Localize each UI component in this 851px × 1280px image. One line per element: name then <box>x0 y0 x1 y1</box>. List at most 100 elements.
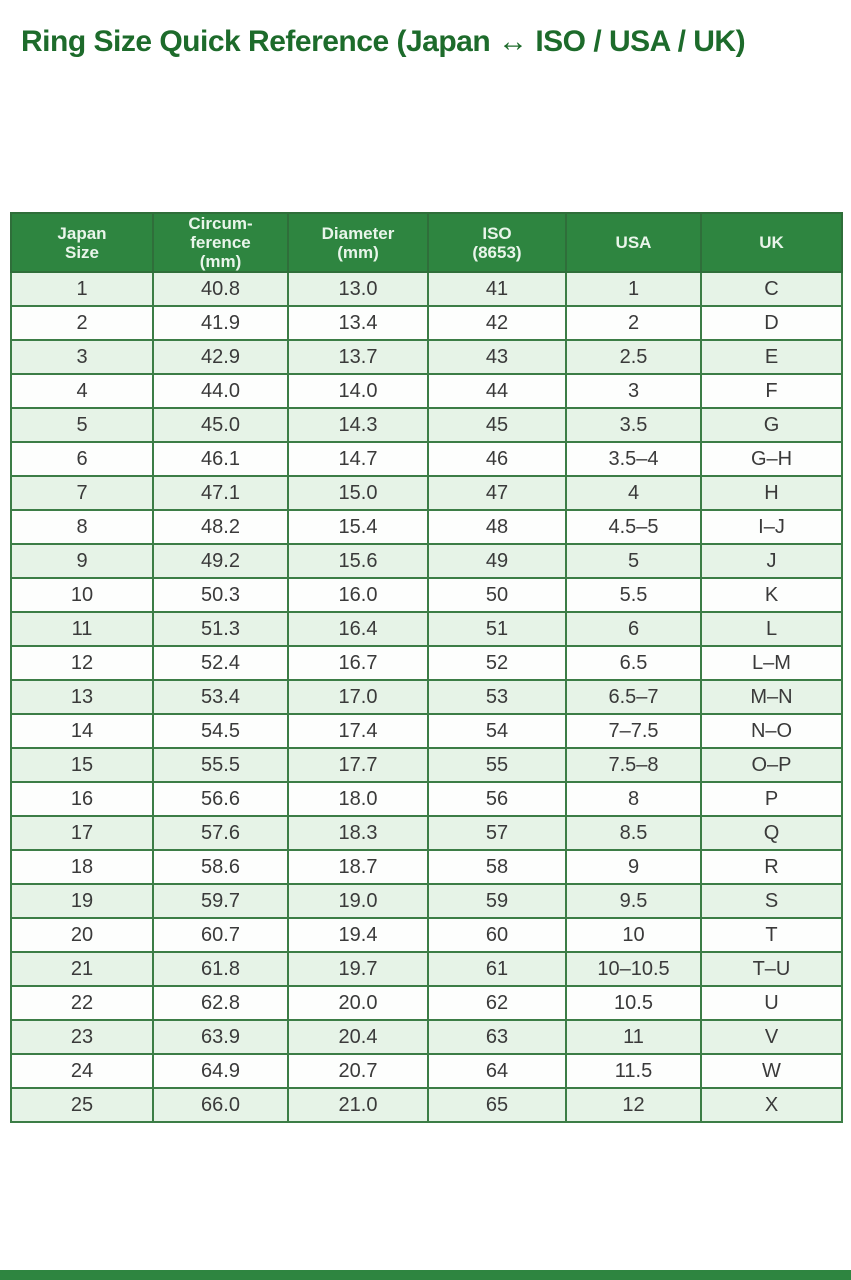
table-cell: 41.9 <box>152 305 289 342</box>
table-row: 12 52.4 16.7 52 6.5 L–M <box>10 645 843 682</box>
table-cell: O–P <box>700 747 843 784</box>
table-cell: 1 <box>565 271 702 308</box>
table-cell: N–O <box>700 713 843 750</box>
table-row: 19 59.7 19.0 59 9.5 S <box>10 883 843 920</box>
table-cell: 6.5 <box>565 645 702 682</box>
table-row: 22 62.8 20.0 62 10.5 U <box>10 985 843 1022</box>
table-cell: 13.4 <box>287 305 429 342</box>
table-cell: 22 <box>10 985 154 1022</box>
table-cell: 2 <box>565 305 702 342</box>
table-cell: 12 <box>10 645 154 682</box>
table-cell: 55.5 <box>152 747 289 784</box>
table-cell: Q <box>700 815 843 852</box>
column-header-usa: USA <box>565 211 702 274</box>
table-cell: 63 <box>427 1019 567 1056</box>
table-cell: 18 <box>10 849 154 886</box>
table-cell: 13.0 <box>287 271 429 308</box>
table-row: 15 55.5 17.7 55 7.5–8 O–P <box>10 747 843 784</box>
table-cell: 63.9 <box>152 1019 289 1056</box>
table-cell: 52.4 <box>152 645 289 682</box>
table-cell: 48.2 <box>152 509 289 546</box>
table-cell: 54.5 <box>152 713 289 750</box>
table-cell: 4 <box>565 475 702 512</box>
table-row: 7 47.1 15.0 47 4 H <box>10 475 843 512</box>
table-cell: 10 <box>10 577 154 614</box>
table-cell: 3 <box>565 373 702 410</box>
table-cell: 12 <box>565 1087 702 1124</box>
table-cell: 20.4 <box>287 1019 429 1056</box>
table-cell: 18.7 <box>287 849 429 886</box>
table-cell: 47 <box>427 475 567 512</box>
table-cell: 9 <box>10 543 154 580</box>
table-cell: L–M <box>700 645 843 682</box>
table-cell: 14 <box>10 713 154 750</box>
table-cell: 20.0 <box>287 985 429 1022</box>
table-cell: X <box>700 1087 843 1124</box>
table-cell: 15.6 <box>287 543 429 580</box>
table-cell: 49 <box>427 543 567 580</box>
table-cell: 19.4 <box>287 917 429 954</box>
table-cell: 2 <box>10 305 154 342</box>
table-cell: 5.5 <box>565 577 702 614</box>
table-cell: E <box>700 339 843 376</box>
table-cell: R <box>700 849 843 886</box>
table-cell: 11 <box>565 1019 702 1056</box>
table-cell: 47.1 <box>152 475 289 512</box>
table-cell: 4 <box>10 373 154 410</box>
table-cell: 40.8 <box>152 271 289 308</box>
table-cell: 14.3 <box>287 407 429 444</box>
table-cell: 59 <box>427 883 567 920</box>
table-cell: 19.0 <box>287 883 429 920</box>
table-row: 24 64.9 20.7 64 11.5 W <box>10 1053 843 1090</box>
table-cell: J <box>700 543 843 580</box>
table-cell: 13.7 <box>287 339 429 376</box>
table-cell: 8 <box>10 509 154 546</box>
table-row: 13 53.4 17.0 53 6.5–7 M–N <box>10 679 843 716</box>
table-cell: 23 <box>10 1019 154 1056</box>
table-row: 16 56.6 18.0 56 8 P <box>10 781 843 818</box>
table-cell: K <box>700 577 843 614</box>
table-cell: 15.0 <box>287 475 429 512</box>
table-cell: 17.0 <box>287 679 429 716</box>
table-cell: 44 <box>427 373 567 410</box>
footer-bar <box>0 1270 851 1280</box>
table-cell: 10.5 <box>565 985 702 1022</box>
table-cell: 13 <box>10 679 154 716</box>
table-cell: 55 <box>427 747 567 784</box>
table-cell: 25 <box>10 1087 154 1124</box>
table-cell: 6.5–7 <box>565 679 702 716</box>
table-cell: 42.9 <box>152 339 289 376</box>
table-cell: 24 <box>10 1053 154 1090</box>
table-cell: 44.0 <box>152 373 289 410</box>
table-cell: 61.8 <box>152 951 289 988</box>
table-row: 4 44.0 14.0 44 3 F <box>10 373 843 410</box>
column-header-iso: ISO (8653) <box>427 211 567 274</box>
ring-size-table: Japan Size Circum- ference (mm) Diameter… <box>10 211 843 1124</box>
table-cell: 9 <box>565 849 702 886</box>
table-row: 20 60.7 19.4 60 10 T <box>10 917 843 954</box>
table-cell: C <box>700 271 843 308</box>
table-cell: 8.5 <box>565 815 702 852</box>
table-cell: 16.4 <box>287 611 429 648</box>
table-cell: 6 <box>565 611 702 648</box>
table-cell: M–N <box>700 679 843 716</box>
table-cell: 11.5 <box>565 1053 702 1090</box>
table-cell: 42 <box>427 305 567 342</box>
table-cell: 7.5–8 <box>565 747 702 784</box>
table-cell: 48 <box>427 509 567 546</box>
table-row: 9 49.2 15.6 49 5 J <box>10 543 843 580</box>
table-cell: 58 <box>427 849 567 886</box>
table-cell: 41 <box>427 271 567 308</box>
table-cell: 65 <box>427 1087 567 1124</box>
table-cell: 5 <box>10 407 154 444</box>
table-cell: L <box>700 611 843 648</box>
table-cell: 14.7 <box>287 441 429 478</box>
table-cell: 17 <box>10 815 154 852</box>
table-cell: 45 <box>427 407 567 444</box>
table-cell: F <box>700 373 843 410</box>
table-cell: V <box>700 1019 843 1056</box>
table-body: 1 40.8 13.0 41 1 C 2 41.9 13.4 42 2 D 3 42.9 13.7 43 2.5… <box>10 271 843 1124</box>
table-cell: 64.9 <box>152 1053 289 1090</box>
table-row: 21 61.8 19.7 61 10–10.5 T–U <box>10 951 843 988</box>
table-cell: D <box>700 305 843 342</box>
